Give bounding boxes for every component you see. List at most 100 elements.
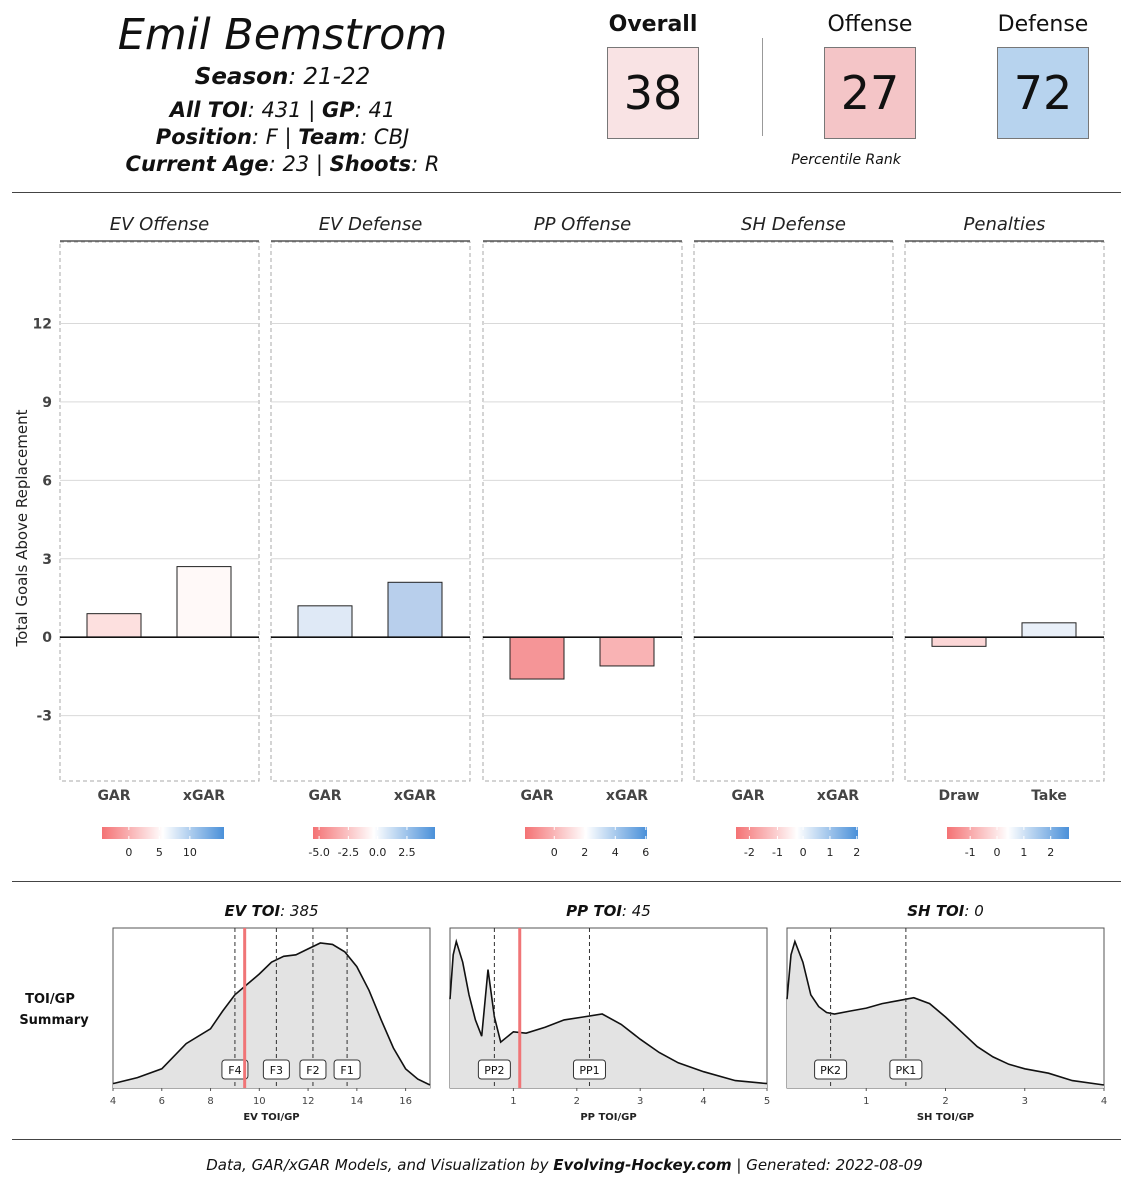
- x-axis-title: SH TOI/GP: [917, 1112, 974, 1123]
- legend-tick-label: 0: [125, 846, 132, 859]
- panel-title: PP Offense: [534, 214, 632, 235]
- bar-gar: [509, 636, 565, 680]
- density-line: [112, 942, 431, 1086]
- marker-label-box: [814, 1059, 848, 1080]
- divider-middle: [12, 881, 1121, 882]
- bar-xgar: [599, 636, 655, 667]
- panel-title: EV Defense: [319, 214, 423, 235]
- x-tick-label: 1: [510, 1096, 516, 1107]
- legend-tick-label: -1: [772, 846, 783, 859]
- color-legend-bar: [736, 827, 858, 839]
- player-name: Emil Bemstrom: [117, 10, 448, 60]
- defense-label: Defense: [997, 12, 1089, 37]
- toi-title-value: : 0: [964, 902, 983, 920]
- toi-panel-title: PP TOI: 45: [566, 902, 651, 920]
- x-axis-title: PP TOI/GP: [580, 1112, 636, 1123]
- x-tick-label: xGAR: [606, 788, 648, 804]
- overall-label: Overall: [608, 12, 698, 37]
- defense-score-box: 72: [997, 47, 1089, 139]
- x-tick-label: xGAR: [817, 788, 859, 804]
- bar-xgar: [176, 566, 232, 638]
- legend-tick-label: 0: [994, 846, 1001, 859]
- divider-bottom: [12, 1139, 1121, 1140]
- toi-title-value: : 45: [622, 902, 651, 920]
- x-axis-title: EV TOI/GP: [243, 1112, 299, 1123]
- season-line: Season: 21-22: [194, 64, 371, 90]
- marker-label-box: [221, 1059, 249, 1080]
- marker-label-box: [477, 1059, 511, 1080]
- legend-tick-label: -5.0: [308, 846, 329, 859]
- x-tick-label: 4: [110, 1096, 116, 1107]
- y-tick-label: 9: [42, 395, 52, 411]
- position-line: Position: F | Team: CBJ: [155, 125, 410, 149]
- overall-score-box: 38: [607, 47, 699, 139]
- y-tick-label: -3: [36, 709, 52, 725]
- offense-label: Offense: [827, 12, 913, 37]
- x-tick-label: GAR: [731, 788, 764, 804]
- density-line: [449, 938, 768, 1085]
- color-legend-bar: [102, 827, 224, 839]
- x-tick-label: Take: [1031, 788, 1067, 804]
- bar-xgar: [387, 581, 443, 638]
- panel-title: SH Defense: [741, 214, 846, 235]
- marker-label-box: [299, 1059, 327, 1080]
- color-legend-bar: [525, 827, 647, 839]
- marker-label: F4: [228, 1064, 241, 1077]
- marker-label: F3: [270, 1064, 283, 1077]
- legend-tick-label: 0: [551, 846, 558, 859]
- bar-take: [1021, 622, 1077, 638]
- panel-title: Penalties: [964, 214, 1046, 235]
- marker-label: PP1: [579, 1064, 599, 1077]
- x-tick-label: 10: [253, 1096, 266, 1107]
- x-tick-label: 6: [159, 1096, 165, 1107]
- toi-title-value: : 385: [280, 902, 318, 920]
- panel-frame: [59, 241, 260, 782]
- x-tick-label: 14: [350, 1096, 363, 1107]
- gar-bar-chart: Total Goals Above Replacement-3036912EV …: [13, 214, 1105, 859]
- marker-label-box: [572, 1059, 606, 1080]
- y-tick-label: 12: [33, 316, 52, 332]
- x-tick-label: 4: [700, 1096, 706, 1107]
- y-tick-label: 3: [42, 552, 52, 568]
- legend-tick-label: 5: [156, 846, 163, 859]
- toi-title-label: PP TOI: [566, 902, 622, 920]
- color-legend-bar: [947, 827, 1069, 839]
- age-line: Current Age: 23 | Shoots: R: [125, 152, 440, 176]
- x-tick-label: GAR: [520, 788, 553, 804]
- marker-label: PK1: [895, 1064, 916, 1077]
- panel-frame: [270, 241, 471, 782]
- toi-title-label: EV TOI: [224, 902, 280, 920]
- legend-tick-label: 2: [853, 846, 860, 859]
- color-legend-bar: [313, 827, 435, 839]
- legend-tick-label: -2.5: [338, 846, 359, 859]
- toi-line: All TOI: 431 | GP: 41: [169, 98, 396, 122]
- x-tick-label: GAR: [97, 788, 130, 804]
- x-tick-label: 2: [574, 1096, 580, 1107]
- marker-label: F1: [340, 1064, 353, 1077]
- site-link[interactable]: Evolving-Hockey.com: [553, 1156, 732, 1174]
- legend-tick-label: 0.0: [369, 846, 387, 859]
- panel-frame: [904, 241, 1105, 782]
- x-tick-label: 2: [942, 1096, 948, 1107]
- density-line: [786, 939, 1105, 1086]
- marker-label-box: [262, 1059, 290, 1080]
- y-axis-title: Total Goals Above Replacement: [13, 409, 31, 647]
- x-tick-label: 3: [1022, 1096, 1028, 1107]
- toi-panel-title: SH TOI: 0: [907, 902, 984, 920]
- legend-tick-label: 1: [1020, 846, 1027, 859]
- marker-label-box: [333, 1059, 361, 1080]
- footer-credit: Data, GAR/xGAR Models, and Visualization…: [206, 1156, 923, 1174]
- marker-label: F2: [306, 1064, 319, 1077]
- density-area: [787, 941, 1104, 1088]
- row-label: TOI/GP: [25, 992, 75, 1007]
- x-tick-label: GAR: [308, 788, 341, 804]
- percentile-caption: Percentile Rank: [791, 152, 901, 168]
- panel-title: EV Offense: [110, 214, 210, 235]
- x-tick-label: 12: [302, 1096, 315, 1107]
- legend-tick-label: 0: [800, 846, 807, 859]
- x-tick-label: xGAR: [183, 788, 225, 804]
- bar-draw: [931, 636, 987, 647]
- y-tick-label: 6: [42, 473, 52, 489]
- legend-tick-label: -1: [965, 846, 976, 859]
- panel-frame: [693, 241, 894, 782]
